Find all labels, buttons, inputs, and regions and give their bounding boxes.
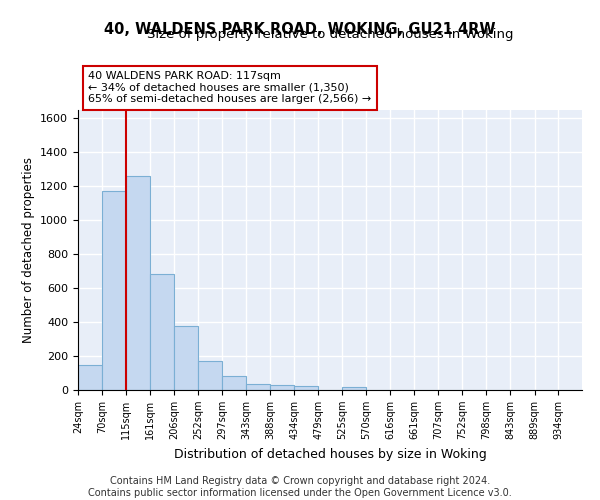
Text: 40, WALDENS PARK ROAD, WOKING, GU21 4RW: 40, WALDENS PARK ROAD, WOKING, GU21 4RW [104, 22, 496, 38]
Bar [174, 326, 199, 390]
Title: Size of property relative to detached houses in Woking: Size of property relative to detached ho… [147, 28, 513, 41]
Bar [343, 388, 366, 390]
Bar [295, 386, 318, 390]
Bar [247, 384, 270, 390]
Y-axis label: Number of detached properties: Number of detached properties [22, 157, 35, 343]
Bar [222, 376, 247, 390]
Bar [102, 190, 126, 390]
Bar [151, 274, 174, 390]
Bar [270, 385, 295, 390]
Bar [199, 361, 222, 390]
Bar [78, 365, 102, 390]
Text: Contains HM Land Registry data © Crown copyright and database right 2024.
Contai: Contains HM Land Registry data © Crown c… [88, 476, 512, 498]
X-axis label: Distribution of detached houses by size in Woking: Distribution of detached houses by size … [173, 448, 487, 460]
Text: 40 WALDENS PARK ROAD: 117sqm
← 34% of detached houses are smaller (1,350)
65% of: 40 WALDENS PARK ROAD: 117sqm ← 34% of de… [88, 71, 371, 104]
Bar [126, 176, 151, 390]
